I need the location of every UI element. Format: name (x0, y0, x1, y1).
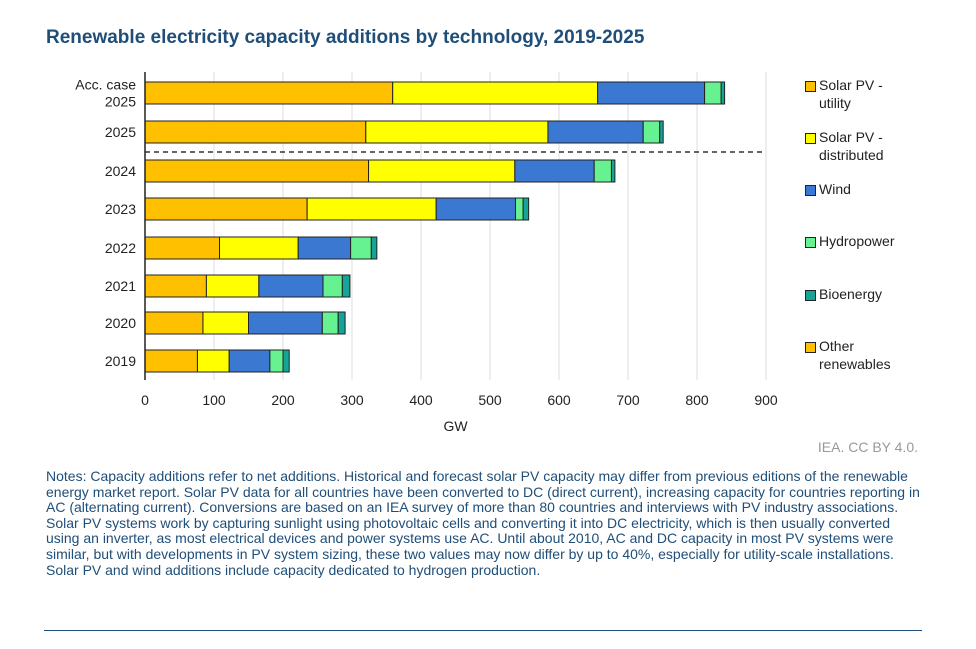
x-axis-label: GW (443, 418, 468, 434)
x-tick-label: 200 (271, 392, 295, 408)
bar-wind (297, 236, 352, 260)
y-tick-label: Acc. case (75, 77, 136, 93)
legend-label: Wind (819, 180, 851, 198)
bar-wind (514, 159, 595, 183)
legend-item: Hydropower (805, 232, 894, 250)
bar-hydropower (642, 120, 661, 144)
x-tick-label: 100 (202, 392, 226, 408)
credit: IEA. CC BY 4.0. (817, 439, 918, 455)
divider (44, 630, 922, 631)
y-tick-label: 2025 (105, 94, 136, 110)
bar-wind (547, 120, 644, 144)
bar-solar-pv-distributed (205, 274, 260, 298)
bar-hydropower (269, 349, 284, 373)
legend-item: Solar PV - utility (805, 76, 883, 112)
notes: Notes: Capacity additions refer to net a… (46, 468, 920, 578)
legend-label-line: Hydropower (819, 233, 895, 249)
bar-solar-pv-distributed (196, 349, 230, 373)
bar-hydropower (321, 311, 339, 335)
legend-label: Solar PV - utility (819, 76, 883, 112)
legend-label-line: Wind (819, 181, 851, 197)
legend-swatch (805, 185, 816, 196)
legend-label: Hydropower (819, 232, 894, 250)
legend-label: Other renewables (819, 337, 891, 373)
bar-solar-pv-utility (144, 349, 198, 373)
bar-hydropower (515, 197, 524, 221)
y-tick-label: 2021 (105, 278, 136, 294)
y-tick-label: 2025 (105, 124, 136, 140)
legend-item: Bioenergy (805, 285, 882, 303)
bar-bioenergy (659, 120, 664, 144)
bar-wind (228, 349, 271, 373)
legend-label-line: renewables (819, 356, 891, 372)
bar-solar-pv-utility (144, 120, 367, 144)
bar-solar-pv-distributed (306, 197, 437, 221)
y-tick-label: 2023 (105, 201, 136, 217)
bar-solar-pv-utility (144, 311, 204, 335)
x-tick-label: 400 (409, 392, 433, 408)
legend-swatch (805, 81, 816, 92)
bar-solar-pv-distributed (392, 81, 599, 105)
bar-bioenergy (370, 236, 378, 260)
bar-wind (597, 81, 706, 105)
bar-solar-pv-utility (144, 159, 370, 183)
bar-solar-pv-utility (144, 236, 221, 260)
bar-hydropower (593, 159, 612, 183)
bar-wind (248, 311, 323, 335)
bar-hydropower (350, 236, 372, 260)
legend-item: Wind (805, 180, 851, 198)
y-tick-label: 2024 (105, 163, 136, 179)
legend-label: Solar PV - distributed (819, 128, 884, 164)
legend-swatch (805, 342, 816, 353)
x-tick-label: 300 (340, 392, 364, 408)
bar-hydropower (704, 81, 722, 105)
x-tick-label: 500 (478, 392, 502, 408)
legend-label-line: Solar PV - (819, 129, 883, 145)
bar-wind (435, 197, 517, 221)
legend-label-line: Other (819, 338, 855, 354)
legend-label-line: utility (819, 95, 851, 111)
bar-bioenergy (610, 159, 616, 183)
legend-swatch (805, 133, 816, 144)
bar-solar-pv-distributed (365, 120, 549, 144)
y-tick-label: 2022 (105, 240, 136, 256)
x-tick-label: 900 (754, 392, 778, 408)
x-tick-label: 0 (141, 392, 149, 408)
legend-item: Other renewables (805, 337, 891, 373)
chart-title: Renewable electricity capacity additions… (46, 27, 645, 48)
bar-bioenergy (337, 311, 346, 335)
x-tick-label: 600 (547, 392, 571, 408)
bar-solar-pv-distributed (368, 159, 516, 183)
bar-solar-pv-distributed (202, 311, 250, 335)
bar-bioenergy (341, 274, 351, 298)
y-tick-label: 2019 (105, 353, 136, 369)
bar-bioenergy (282, 349, 290, 373)
y-tick-label: 2020 (105, 315, 136, 331)
legend-label: Bioenergy (819, 285, 882, 303)
bar-wind (258, 274, 324, 298)
legend-label-line: Solar PV - (819, 77, 883, 93)
legend-swatch (805, 237, 816, 248)
legend-label-line: Bioenergy (819, 286, 883, 302)
bar-solar-pv-utility (144, 274, 207, 298)
x-tick-label: 800 (685, 392, 709, 408)
x-tick-label: 700 (616, 392, 640, 408)
bar-bioenergy (522, 197, 530, 221)
legend-label-line: distributed (819, 147, 884, 163)
bar-hydropower (322, 274, 343, 298)
bar-solar-pv-distributed (219, 236, 299, 260)
bar-bioenergy (720, 81, 726, 105)
bar-solar-pv-utility (144, 197, 308, 221)
bar-solar-pv-utility (144, 81, 394, 105)
legend-item: Solar PV - distributed (805, 128, 884, 164)
legend-swatch (805, 290, 816, 301)
